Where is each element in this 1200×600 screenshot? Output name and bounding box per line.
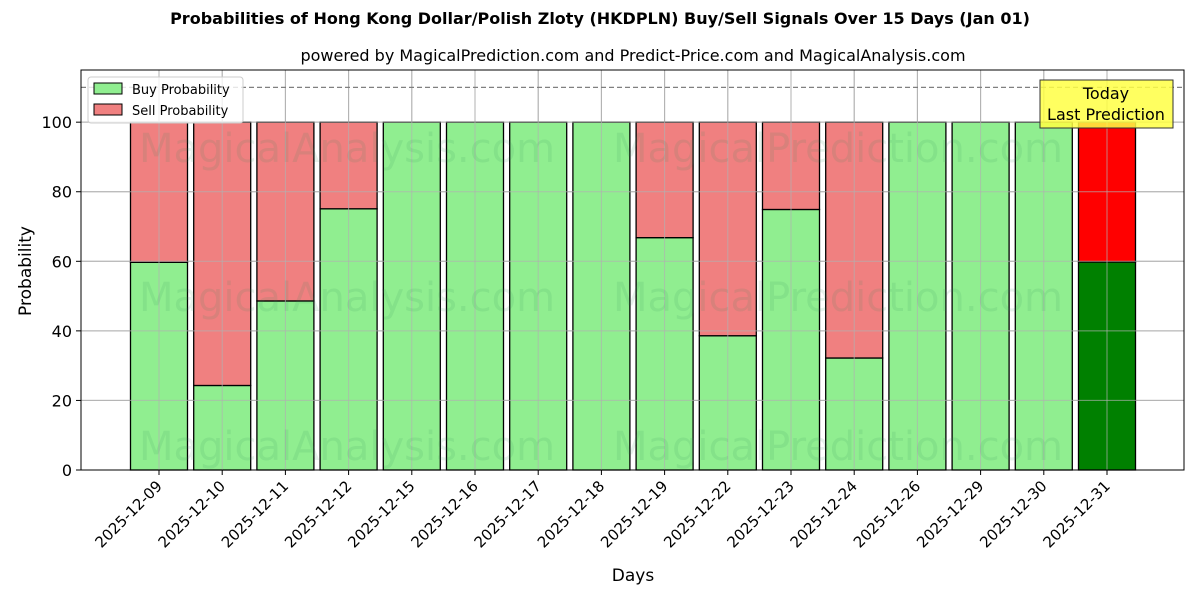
annotation-box	[1039, 79, 1174, 129]
x-tick-label: 2025-12-15	[344, 477, 418, 551]
chart-subtitle: powered by MagicalPrediction.com and Pre…	[300, 46, 966, 65]
x-tick-label: 2025-12-16	[407, 477, 481, 551]
chart-title: Probabilities of Hong Kong Dollar/Polish…	[170, 9, 1030, 28]
annotation-line-1: Today	[1082, 84, 1129, 103]
x-tick-label: 2025-12-30	[976, 477, 1050, 551]
legend-label-sell: Sell Probability	[132, 104, 229, 119]
x-tick-label: 2025-12-23	[723, 477, 797, 551]
x-tick-label: 2025-12-22	[660, 477, 734, 551]
y-tick-label: 100	[41, 113, 72, 132]
y-tick-label: 80	[52, 183, 72, 202]
y-axis-label: Probability	[16, 226, 36, 316]
x-tick-label: 2025-12-17	[471, 477, 545, 551]
axes-frame	[80, 69, 1185, 471]
legend-label-buy: Buy Probability	[132, 83, 230, 98]
y-tick-label: 40	[52, 322, 72, 341]
x-tick-label: 2025-12-12	[281, 477, 355, 551]
watermark-text: MagicalAnalysis.com	[139, 424, 555, 470]
x-tick-label: 2025-12-29	[913, 477, 987, 551]
watermark-text: MagicalPrediction.com	[613, 275, 1063, 321]
x-axis-label: Days	[612, 566, 655, 586]
x-tick-label: 2025-12-10	[155, 477, 229, 551]
watermark-text: MagicalAnalysis.com	[139, 275, 555, 321]
x-tick-label: 2025-12-19	[597, 477, 671, 551]
watermark-text: MagicalAnalysis.com	[139, 126, 555, 172]
y-tick-label: 0	[62, 461, 72, 480]
watermark-text: MagicalPrediction.com	[613, 424, 1063, 470]
x-tick-label: 2025-12-09	[91, 477, 165, 551]
watermark-text: MagicalPrediction.com	[613, 126, 1063, 172]
x-tick-label: 2025-12-18	[534, 477, 608, 551]
legend-swatch-buy	[93, 82, 123, 95]
x-tick-label: 2025-12-26	[850, 477, 924, 551]
x-tick-label: 2025-12-11	[218, 477, 292, 551]
legend-box	[87, 76, 244, 124]
y-tick-label: 20	[52, 391, 72, 410]
x-tick-label: 2025-12-24	[787, 477, 861, 551]
x-tick-label: 2025-12-31	[1039, 477, 1113, 551]
y-tick-label: 60	[52, 252, 72, 271]
legend-swatch-sell	[93, 103, 123, 116]
annotation-line-2: Last Prediction	[1047, 105, 1165, 124]
